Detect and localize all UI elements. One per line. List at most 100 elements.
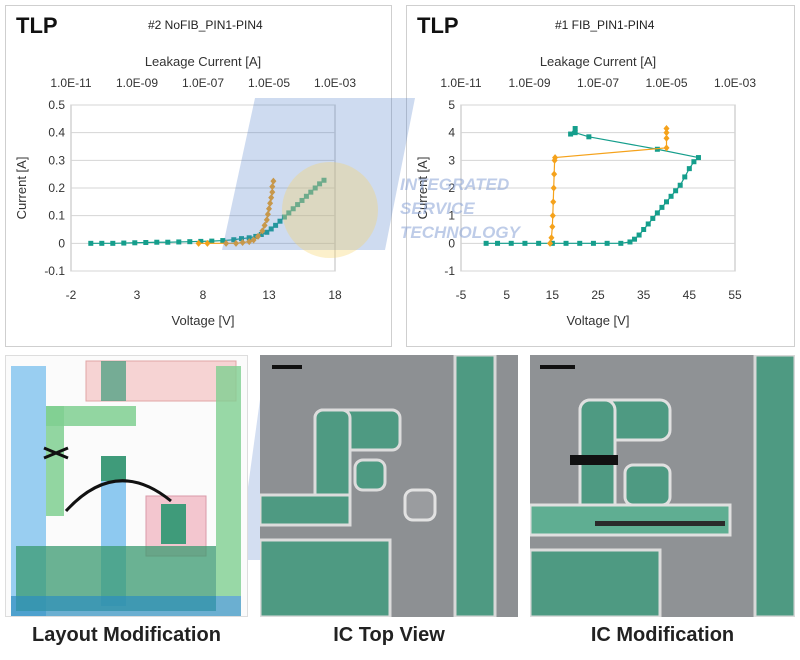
top-tick-label: 1.0E-09 bbox=[116, 76, 158, 90]
data-point bbox=[677, 182, 683, 188]
y-tick-label: -1 bbox=[444, 264, 455, 278]
data-point bbox=[268, 194, 275, 202]
y-tick-label: 2 bbox=[448, 181, 455, 195]
top-tick-label: 1.0E-07 bbox=[577, 76, 619, 90]
data-point bbox=[663, 134, 670, 142]
data-point bbox=[269, 183, 276, 191]
data-point bbox=[209, 238, 215, 244]
chart-panel-right: TLP #1 FIB_PIN1-PIN4 5 4 3 2 1 0 -1 -5 5 15 25 35 45… bbox=[406, 5, 795, 347]
layout-drawing bbox=[6, 356, 247, 616]
data-point bbox=[691, 159, 697, 165]
data-point bbox=[277, 218, 283, 224]
top-tick-label: 1.0E-05 bbox=[645, 76, 687, 90]
chart-title: #2 NoFIB_PIN1-PIN4 bbox=[148, 18, 263, 32]
data-point bbox=[668, 193, 674, 199]
top-tick-label: 1.0E-03 bbox=[714, 76, 756, 90]
y-tick-label: 0 bbox=[448, 236, 455, 250]
x-tick-label: 55 bbox=[728, 288, 742, 302]
data-point bbox=[563, 240, 569, 246]
y-tick-label: 0.2 bbox=[48, 181, 65, 195]
data-point bbox=[303, 193, 309, 199]
data-point bbox=[663, 129, 670, 137]
data-point bbox=[552, 154, 559, 162]
chart-right-svg: 5 4 3 2 1 0 -1-5 5 15 25 35 45 55 1.0E-11 1.0E-09 1.0E-… bbox=[415, 54, 756, 328]
data-point bbox=[154, 239, 160, 245]
data-point bbox=[266, 205, 272, 213]
data-point bbox=[654, 210, 660, 216]
data-point bbox=[604, 240, 610, 246]
data-point bbox=[549, 223, 556, 231]
data-point bbox=[568, 131, 574, 137]
data-point bbox=[572, 130, 578, 136]
y-tick-label: 0.4 bbox=[48, 126, 65, 140]
ic-top-view-image bbox=[260, 355, 518, 617]
chart-title: #1 FIB_PIN1-PIN4 bbox=[555, 18, 655, 32]
data-point bbox=[550, 198, 557, 206]
ic-modification-image bbox=[530, 355, 795, 617]
ic-top-view-drawing bbox=[260, 355, 518, 617]
data-point bbox=[663, 125, 670, 133]
data-point bbox=[239, 239, 246, 247]
data-point bbox=[551, 170, 558, 178]
data-point bbox=[577, 240, 583, 246]
y-tick-label: 0.1 bbox=[48, 209, 65, 223]
data-point bbox=[255, 232, 261, 240]
data-point bbox=[321, 177, 327, 183]
data-point bbox=[258, 231, 264, 237]
top-axis-label: Leakage Current [A] bbox=[145, 54, 261, 69]
caption-ic-modification: IC Modification bbox=[590, 624, 735, 646]
data-point bbox=[264, 229, 270, 235]
top-tick-label: 1.0E-05 bbox=[248, 76, 290, 90]
data-point bbox=[250, 236, 257, 244]
data-point bbox=[508, 240, 514, 246]
data-point bbox=[233, 239, 239, 247]
x-tick-label: 35 bbox=[637, 288, 651, 302]
data-point bbox=[99, 240, 105, 246]
caption-ic-top-view: IC Top View bbox=[333, 624, 445, 646]
data-point bbox=[220, 238, 226, 244]
top-tick-label: 1.0E-07 bbox=[182, 76, 224, 90]
data-point bbox=[264, 210, 271, 218]
top-tick-label: 1.0E-09 bbox=[508, 76, 550, 90]
ic-modification-drawing bbox=[530, 355, 795, 617]
y-tick-label: 0.5 bbox=[48, 98, 65, 112]
data-point bbox=[686, 166, 692, 172]
data-point bbox=[641, 227, 647, 232]
y-axis-label: Current [A] bbox=[415, 157, 430, 220]
data-point bbox=[495, 240, 501, 246]
y-tick-label: 5 bbox=[448, 98, 455, 112]
data-point bbox=[659, 204, 665, 210]
x-tick-label: 3 bbox=[134, 288, 141, 302]
data-point bbox=[312, 185, 318, 191]
data-point bbox=[273, 222, 279, 228]
x-tick-label: 8 bbox=[200, 288, 207, 302]
data-point bbox=[550, 184, 557, 192]
top-tick-label: 1.0E-11 bbox=[440, 76, 481, 90]
data-point bbox=[650, 215, 656, 221]
data-point bbox=[132, 240, 138, 246]
data-point bbox=[299, 197, 305, 203]
panel-label: TLP bbox=[16, 13, 58, 38]
x-tick-label: 45 bbox=[683, 288, 697, 302]
y-tick-label: 0.3 bbox=[48, 153, 65, 167]
data-point bbox=[682, 174, 688, 180]
data-point bbox=[522, 240, 528, 246]
x-tick-label: 25 bbox=[591, 288, 605, 302]
x-tick-label: 18 bbox=[328, 288, 342, 302]
data-point bbox=[270, 177, 277, 185]
data-point bbox=[627, 239, 633, 245]
data-point bbox=[261, 221, 268, 229]
x-tick-label: 5 bbox=[503, 288, 510, 302]
data-point bbox=[572, 126, 578, 132]
data-point bbox=[586, 134, 592, 140]
y-tick-label: 1 bbox=[448, 209, 455, 223]
data-point bbox=[483, 240, 489, 246]
data-point bbox=[663, 144, 670, 152]
chart-panel-left: TLP #2 NoFIB_PIN1-PIN4 0.5 0.4 0.3 0.2 0.1 0 -… bbox=[5, 5, 392, 347]
data-point bbox=[121, 240, 127, 246]
top-tick-label: 1.0E-03 bbox=[314, 76, 356, 90]
data-point bbox=[308, 189, 314, 195]
data-point bbox=[536, 240, 542, 246]
x-tick-label: -2 bbox=[66, 288, 77, 302]
data-point bbox=[110, 240, 116, 246]
